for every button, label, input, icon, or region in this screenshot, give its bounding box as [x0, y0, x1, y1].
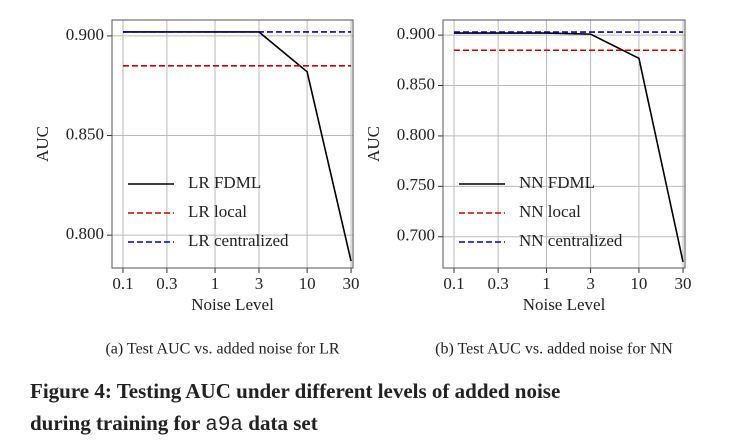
x-tick-label: 0.3: [488, 274, 509, 293]
x-tick-label: 3: [255, 274, 264, 293]
x-tick-label: 1: [211, 274, 220, 293]
x-tick-label: 10: [299, 274, 316, 293]
line: [454, 32, 684, 263]
x-tick-label: 10: [630, 274, 647, 293]
x-tick-label: 0.1: [443, 274, 464, 293]
x-tick-label: 30: [343, 274, 360, 293]
plot-frame: [442, 19, 686, 269]
y-tick-label: 0.850: [66, 124, 104, 143]
plot-frame: [111, 19, 354, 269]
y-tick-label: 0.850: [397, 74, 435, 93]
x-axis-label: Noise Level: [523, 295, 606, 314]
caption-code: a9a: [205, 414, 243, 437]
x-tick-label: 0.1: [112, 274, 133, 293]
caption-part: during training for: [30, 411, 205, 435]
legend-label: NN local: [519, 202, 581, 221]
y-tick-label: 0.750: [397, 175, 435, 194]
caption-part: data set: [243, 411, 318, 435]
y-tick-label: 0.800: [66, 224, 104, 243]
y-axis-label: AUC: [364, 126, 383, 162]
x-tick-label: 30: [675, 274, 692, 293]
legend-label: NN FDML: [519, 173, 595, 192]
x-tick-label: 3: [586, 274, 595, 293]
legend-label: LR centralized: [188, 231, 289, 250]
y-axis-label: AUC: [33, 126, 52, 162]
subcaption: (b) Test AUC vs. added noise for NN: [435, 341, 673, 358]
y-tick-label: 0.800: [397, 125, 435, 144]
x-tick-label: 0.3: [156, 274, 177, 293]
y-tick-label: 0.900: [66, 25, 104, 44]
subcaption: (a) Test AUC vs. added noise for LR: [105, 341, 339, 358]
figure-caption: Figure 4: Testing AUC under different le…: [30, 379, 560, 403]
legend-label: NN centralized: [519, 231, 623, 250]
legend-label: LR local: [188, 202, 247, 221]
legend-label: LR FDML: [188, 173, 261, 192]
figure-caption: during training for a9a data set: [30, 411, 318, 437]
y-tick-label: 0.700: [397, 226, 435, 245]
y-tick-label: 0.900: [397, 24, 435, 43]
x-axis-label: Noise Level: [191, 295, 274, 314]
x-tick-label: 1: [542, 274, 551, 293]
